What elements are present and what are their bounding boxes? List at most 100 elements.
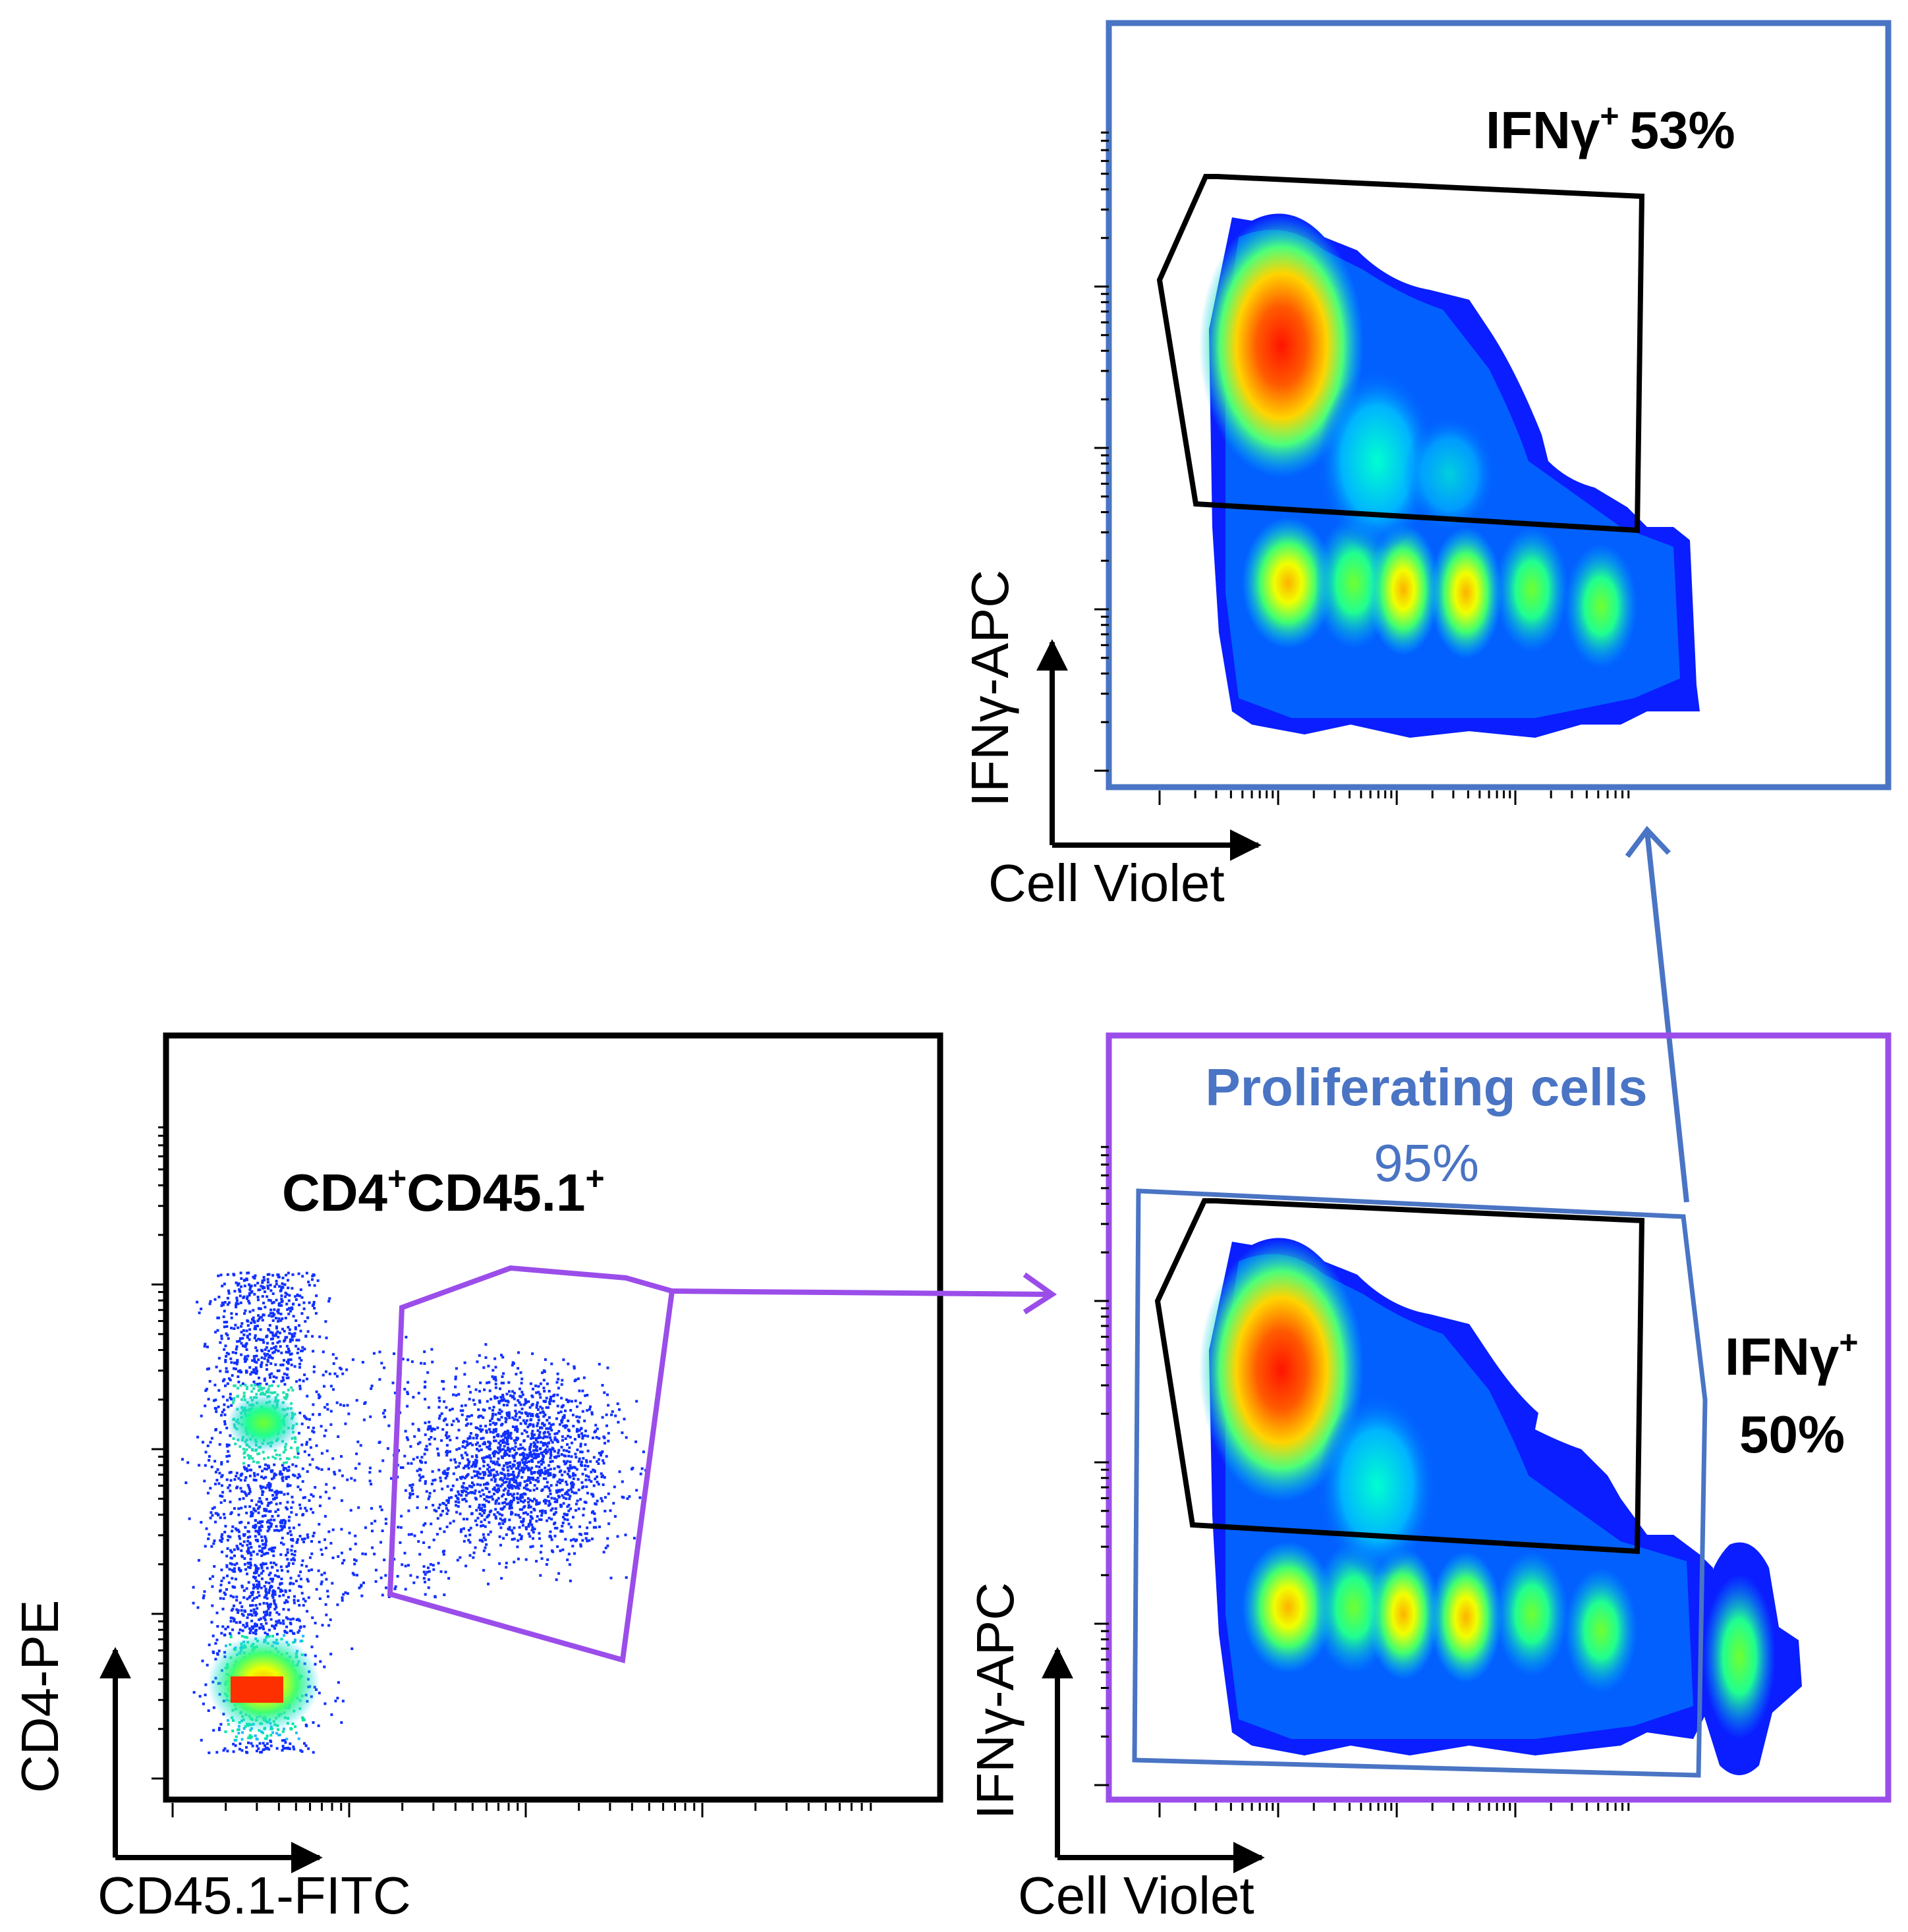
scatter-dot: [280, 1525, 283, 1528]
scatter-dot: [296, 1293, 299, 1296]
scatter-dot: [242, 1596, 246, 1599]
scatter-mid-cluster: [227, 1393, 300, 1452]
scatter-dot: [424, 1461, 427, 1464]
scatter-dot: [290, 1402, 293, 1405]
scatter-dot: [323, 1572, 326, 1575]
panel-frame-top: [1106, 20, 1892, 790]
scatter-dot: [295, 1731, 298, 1734]
scatter-dot: [411, 1483, 414, 1486]
scatter-dot: [214, 1398, 217, 1402]
scatter-dot: [447, 1435, 451, 1438]
scatter-dot: [323, 1514, 327, 1518]
scatter-dot: [422, 1541, 426, 1544]
scatter-dot: [561, 1530, 564, 1533]
scatter-dot: [263, 1748, 266, 1751]
scatter-dot: [265, 1539, 268, 1543]
scatter-dot: [561, 1524, 564, 1528]
scatter-dot: [439, 1476, 442, 1479]
scatter-dot: [298, 1629, 301, 1632]
scatter-dot: [567, 1553, 571, 1556]
gate-proliferating[interactable]: [1132, 1188, 1708, 1778]
scatter-dot: [271, 1547, 274, 1549]
scatter-dot: [513, 1485, 516, 1488]
scatter-dot: [584, 1537, 588, 1540]
scatter-dot: [346, 1592, 349, 1595]
scatter-dot: [312, 1511, 315, 1514]
scatter-dot: [224, 1524, 227, 1528]
scatter-dot: [293, 1365, 296, 1368]
scatter-dot: [296, 1618, 300, 1621]
scatter-dot: [569, 1409, 573, 1412]
scatter-dot: [422, 1570, 426, 1574]
scatter-dot: [274, 1363, 277, 1366]
scatter-dot: [494, 1516, 497, 1520]
scatter-dot: [210, 1511, 213, 1514]
scatter-dot: [212, 1706, 215, 1709]
scatter-dot: [536, 1415, 539, 1418]
scatter-dot: [544, 1358, 547, 1361]
scatter-dot: [465, 1440, 468, 1443]
scatter-dot: [406, 1391, 409, 1394]
scatter-dot: [281, 1619, 285, 1622]
scatter-dot: [538, 1431, 542, 1434]
scatter-dot: [226, 1334, 229, 1337]
scatter-dot: [269, 1311, 272, 1315]
scatter-dot: [315, 1466, 318, 1469]
scatter-dot: [291, 1553, 294, 1556]
scatter-dot: [229, 1535, 232, 1539]
scatter-dot: [438, 1503, 441, 1506]
scatter-dot: [267, 1591, 271, 1594]
scatter-dot: [530, 1510, 533, 1514]
scatter-dot: [224, 1360, 227, 1364]
scatter-dot: [511, 1477, 514, 1481]
scatter-dot: [233, 1554, 236, 1557]
scatter-dot: [233, 1367, 235, 1370]
scatter-dot: [568, 1563, 571, 1566]
scatter-dot: [301, 1275, 304, 1278]
scatter-dot: [485, 1431, 488, 1434]
scatter-dot: [601, 1384, 604, 1387]
scatter-dot: [422, 1565, 426, 1568]
scatter-dot: [422, 1475, 425, 1478]
scatter-dot: [515, 1412, 518, 1416]
scatter-dot: [439, 1514, 442, 1517]
scatter-dot: [461, 1409, 464, 1412]
gate-ifng-bottom[interactable]: [1154, 1198, 1645, 1555]
scatter-dot: [312, 1273, 315, 1277]
gate-cd45-left[interactable]: [387, 1265, 675, 1664]
scatter-dot: [285, 1360, 289, 1364]
scatter-dot: [273, 1285, 277, 1288]
scatter-dot: [248, 1734, 252, 1737]
scatter-dot: [242, 1497, 245, 1500]
scatter-dot: [230, 1557, 233, 1560]
scatter-dot: [298, 1387, 302, 1391]
scatter-dot: [539, 1396, 542, 1399]
scatter-dot: [552, 1474, 555, 1477]
scatter-dot: [581, 1437, 584, 1440]
scatter-dot: [494, 1515, 497, 1518]
scatter-dot: [517, 1367, 520, 1370]
scatter-dot: [219, 1723, 223, 1726]
scatter-dot: [266, 1734, 269, 1738]
scatter-dot: [628, 1495, 631, 1498]
scatter-dot: [557, 1495, 561, 1499]
scatter-dot: [244, 1492, 247, 1495]
scatter-dot: [502, 1381, 505, 1385]
scatter-dot: [263, 1379, 266, 1382]
scatter-dot: [559, 1530, 563, 1533]
scatter-dot: [553, 1534, 557, 1537]
scatter-dot: [285, 1506, 288, 1509]
scatter-dot: [284, 1741, 287, 1744]
scatter-dot: [530, 1418, 533, 1421]
scatter-dot: [226, 1382, 229, 1385]
scatter-dot: [267, 1605, 269, 1608]
scatter-dot: [298, 1294, 302, 1298]
scatter-dot: [533, 1442, 536, 1445]
scatter-dot: [317, 1569, 320, 1572]
gate-ifng-top[interactable]: [1156, 174, 1645, 534]
scatter-dot: [483, 1505, 486, 1508]
scatter-dot: [494, 1439, 497, 1443]
scatter-dot: [258, 1533, 261, 1535]
scatter-dot: [254, 1334, 257, 1337]
scatter-dot: [596, 1460, 599, 1463]
